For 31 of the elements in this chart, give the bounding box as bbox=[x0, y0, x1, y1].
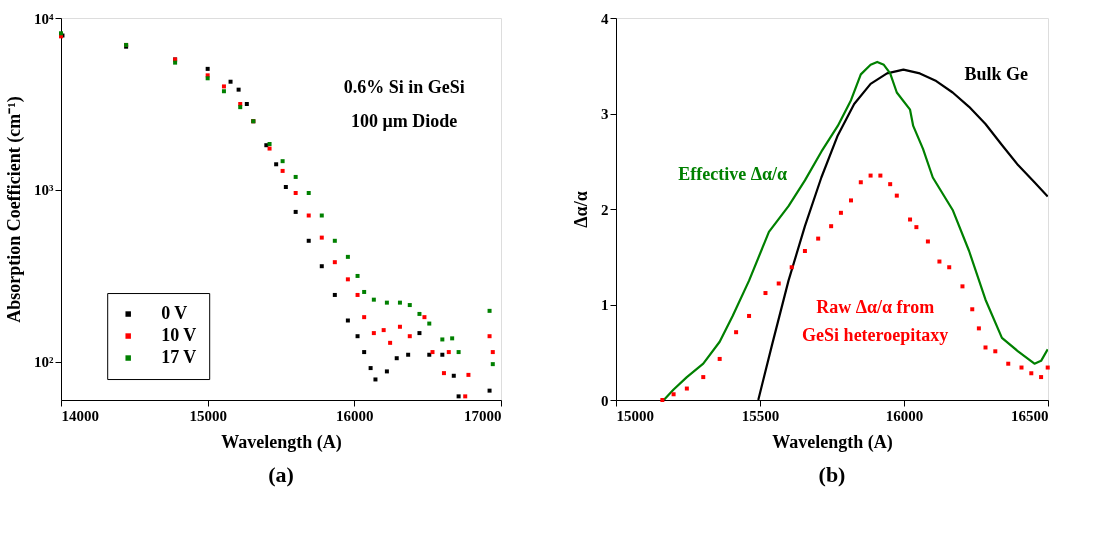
y-tick-label: 1 bbox=[601, 297, 609, 313]
x-tick-label: 14000 bbox=[61, 407, 99, 424]
legend-label: 0 V bbox=[161, 303, 188, 324]
y-axis-title: Δα/α bbox=[571, 191, 591, 228]
y-tick-label: 2 bbox=[601, 201, 609, 218]
series-label: Raw Δα/α from GeSi heteroepitaxy bbox=[802, 297, 949, 346]
x-tick-label: 15000 bbox=[189, 407, 227, 424]
x-tick-label: 16500 bbox=[1011, 407, 1049, 424]
y-tick-label: 10³ bbox=[34, 182, 54, 199]
y-tick-label: 3 bbox=[601, 106, 609, 122]
x-tick-label: 16000 bbox=[336, 407, 374, 424]
legend-label: 17 V bbox=[161, 347, 197, 368]
y-tick-label: 10⁴ bbox=[34, 10, 54, 27]
y-tick-label: 10² bbox=[34, 354, 54, 371]
y-axis-title: Absorption Coefficient (cm⁻¹) bbox=[4, 96, 25, 323]
text: (b) bbox=[818, 462, 846, 487]
series-label: Effective Δα/α bbox=[678, 163, 788, 184]
annotation: 0.6% Si in GeSi bbox=[343, 77, 465, 97]
x-tick-label: 15000 bbox=[616, 407, 654, 424]
x-axis-title: Wavelength (A) bbox=[772, 431, 893, 453]
text: (a) bbox=[268, 462, 294, 487]
legend-label: 10 V bbox=[161, 325, 197, 346]
x-tick-label: 16000 bbox=[885, 407, 924, 424]
line-series bbox=[662, 60, 1048, 400]
x-tick-label: 17000 bbox=[464, 407, 502, 424]
series-label: Bulk Ge bbox=[964, 64, 1028, 85]
y-tick-label: 0 bbox=[601, 392, 609, 409]
annotation: 100 μm Diode bbox=[351, 111, 458, 131]
x-tick-label: 15500 bbox=[741, 407, 780, 424]
y-tick-label: 4 bbox=[601, 10, 609, 27]
x-axis-title: Wavelength (A) bbox=[221, 431, 342, 453]
